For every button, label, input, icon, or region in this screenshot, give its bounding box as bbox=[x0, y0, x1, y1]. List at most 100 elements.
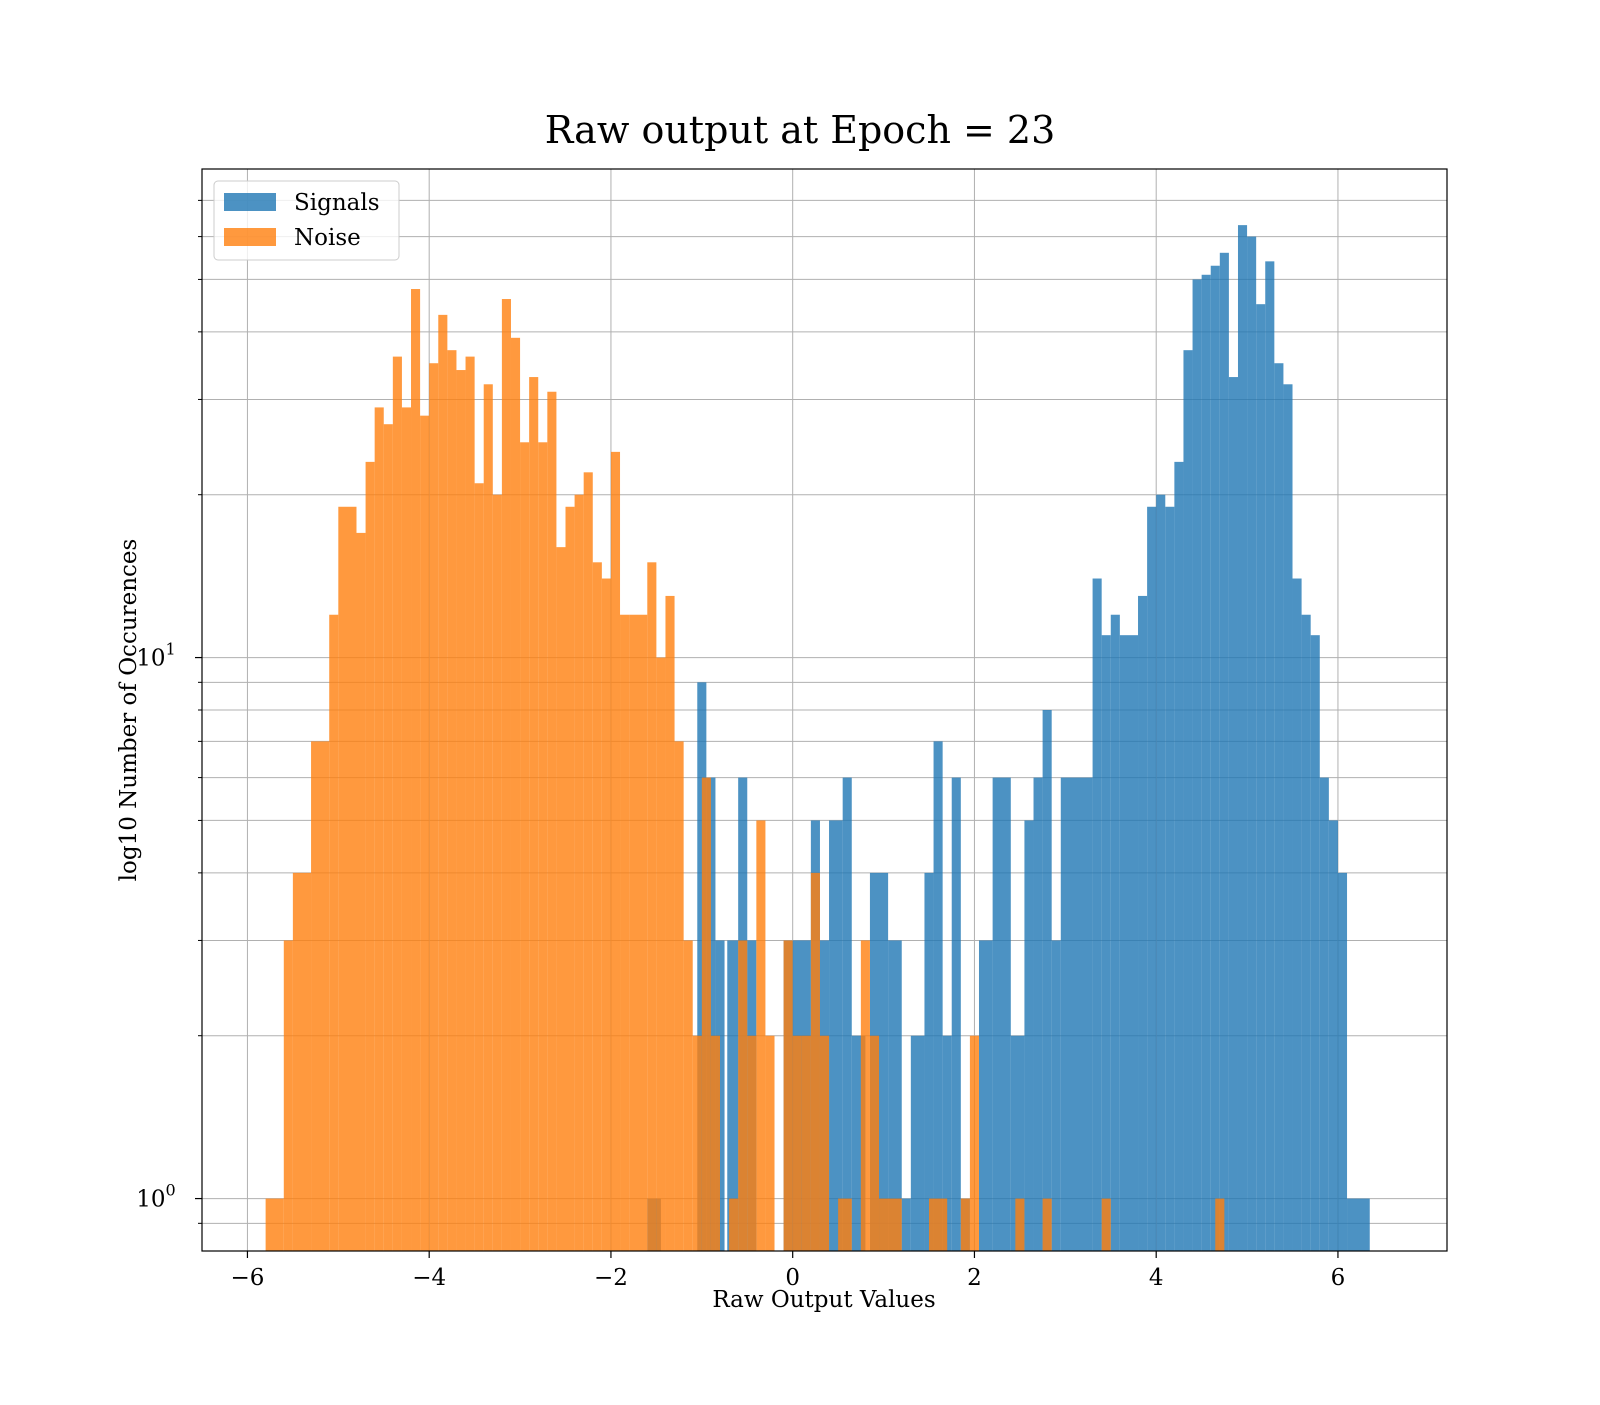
signals-bar bbox=[992, 777, 1011, 1251]
noise-bar bbox=[929, 1198, 948, 1251]
signals-bar bbox=[1210, 265, 1220, 1252]
signals-bar bbox=[1228, 377, 1238, 1251]
signals-bar bbox=[1347, 1198, 1370, 1251]
signals-bar bbox=[951, 777, 961, 1251]
signals-bar bbox=[910, 1035, 925, 1251]
noise-bar bbox=[610, 451, 621, 1251]
noise-bar bbox=[456, 370, 466, 1251]
noise-bar bbox=[1215, 1198, 1225, 1251]
noise-bar bbox=[701, 777, 711, 1251]
noise-bar bbox=[401, 407, 412, 1251]
noise-bar bbox=[729, 1198, 739, 1251]
noise-bar bbox=[592, 562, 602, 1251]
noise-bar bbox=[869, 1035, 880, 1251]
chart-title: Raw output at Epoch = 23 bbox=[545, 108, 1056, 152]
noise-bar bbox=[538, 442, 548, 1251]
noise-bar bbox=[483, 384, 493, 1252]
signals-bar bbox=[1265, 261, 1275, 1251]
noise-bar bbox=[492, 494, 502, 1251]
noise-bar bbox=[738, 940, 748, 1251]
noise-bar bbox=[365, 461, 375, 1251]
signals-bar bbox=[978, 940, 993, 1251]
noise-bar bbox=[969, 1035, 979, 1251]
legend-label-noise: Noise bbox=[294, 225, 361, 251]
signals-bar bbox=[1292, 578, 1302, 1251]
noise-bar bbox=[960, 1198, 970, 1251]
signals-bar bbox=[1156, 494, 1166, 1251]
signals-bar bbox=[1237, 225, 1248, 1252]
noise-bar bbox=[692, 1035, 702, 1251]
legend: Signals Noise bbox=[213, 180, 400, 261]
noise-bar bbox=[838, 1198, 852, 1251]
noise-bar bbox=[574, 494, 584, 1251]
noise-bar bbox=[265, 1198, 284, 1251]
signals-bar bbox=[1138, 595, 1148, 1251]
signals-bar bbox=[1274, 363, 1284, 1252]
signals-bar bbox=[727, 940, 739, 1251]
signals-bar bbox=[1256, 304, 1266, 1251]
signals-bar bbox=[933, 741, 943, 1251]
signals-bar bbox=[1301, 614, 1311, 1251]
signals-bar bbox=[1310, 635, 1320, 1251]
noise-bar bbox=[556, 547, 566, 1251]
x-tick-label: 4 bbox=[1149, 1265, 1164, 1291]
signals-bar bbox=[1024, 820, 1034, 1251]
signals-bar bbox=[1165, 506, 1175, 1251]
signals-bar bbox=[1042, 710, 1052, 1251]
noise-bar bbox=[338, 506, 357, 1251]
legend-label-signals: Signals bbox=[294, 190, 380, 216]
noise-bar bbox=[620, 614, 630, 1251]
noise-bar bbox=[710, 1035, 720, 1251]
y-axis-label: log10 Number of Occurences bbox=[116, 539, 142, 882]
noise-bar bbox=[429, 363, 439, 1252]
signals-bar bbox=[1247, 236, 1257, 1251]
signals-bar bbox=[1283, 384, 1293, 1252]
x-tick-label: 6 bbox=[1331, 1265, 1346, 1291]
noise-bar bbox=[792, 1035, 802, 1251]
signals-bar bbox=[829, 820, 843, 1251]
noise-bar bbox=[529, 377, 539, 1251]
noise-bar bbox=[474, 483, 484, 1251]
noise-bar bbox=[283, 940, 293, 1251]
noise-bar bbox=[810, 872, 820, 1251]
x-tick-label: 0 bbox=[785, 1265, 800, 1291]
noise-bar bbox=[601, 578, 611, 1251]
signals-bar bbox=[1147, 506, 1157, 1251]
noise-bar bbox=[547, 391, 557, 1251]
noise-bar bbox=[879, 1198, 902, 1251]
noise-bar bbox=[356, 532, 366, 1251]
noise-bar bbox=[674, 741, 684, 1251]
noise-bar bbox=[656, 657, 666, 1251]
noise-bar bbox=[756, 820, 766, 1251]
signals-bar bbox=[1060, 777, 1093, 1251]
y-tick-label: 100 bbox=[136, 1181, 175, 1213]
signals-bar bbox=[924, 872, 934, 1251]
signals-bar bbox=[1110, 614, 1120, 1251]
noise-bar bbox=[665, 595, 675, 1251]
noise-bar bbox=[629, 614, 648, 1251]
noise-bar bbox=[765, 1035, 775, 1251]
noise-bar bbox=[383, 424, 393, 1252]
signals-bar bbox=[706, 777, 716, 1251]
x-tick-label: −6 bbox=[230, 1265, 264, 1291]
signals-bar bbox=[1319, 777, 1329, 1251]
signals-bar bbox=[888, 940, 902, 1251]
noise-bar bbox=[392, 356, 402, 1251]
noise-bar bbox=[329, 614, 339, 1251]
noise-bar bbox=[565, 506, 575, 1251]
signals-bar bbox=[842, 777, 852, 1251]
noise-bar bbox=[801, 1035, 811, 1251]
signals-bar bbox=[1192, 279, 1202, 1251]
noise-bar bbox=[1015, 1198, 1025, 1251]
y-tick-label: 101 bbox=[136, 640, 175, 672]
noise-bar bbox=[683, 940, 693, 1251]
legend-swatch-noise bbox=[224, 228, 276, 246]
noise-bar bbox=[520, 442, 530, 1251]
signals-bar bbox=[1219, 252, 1229, 1252]
noise-bar bbox=[1101, 1198, 1111, 1251]
signals-bar bbox=[1101, 635, 1111, 1251]
x-tick-label: 2 bbox=[967, 1265, 982, 1291]
signals-bar bbox=[1337, 872, 1348, 1251]
noise-bar bbox=[860, 940, 870, 1251]
signals-bar bbox=[1010, 1035, 1025, 1251]
